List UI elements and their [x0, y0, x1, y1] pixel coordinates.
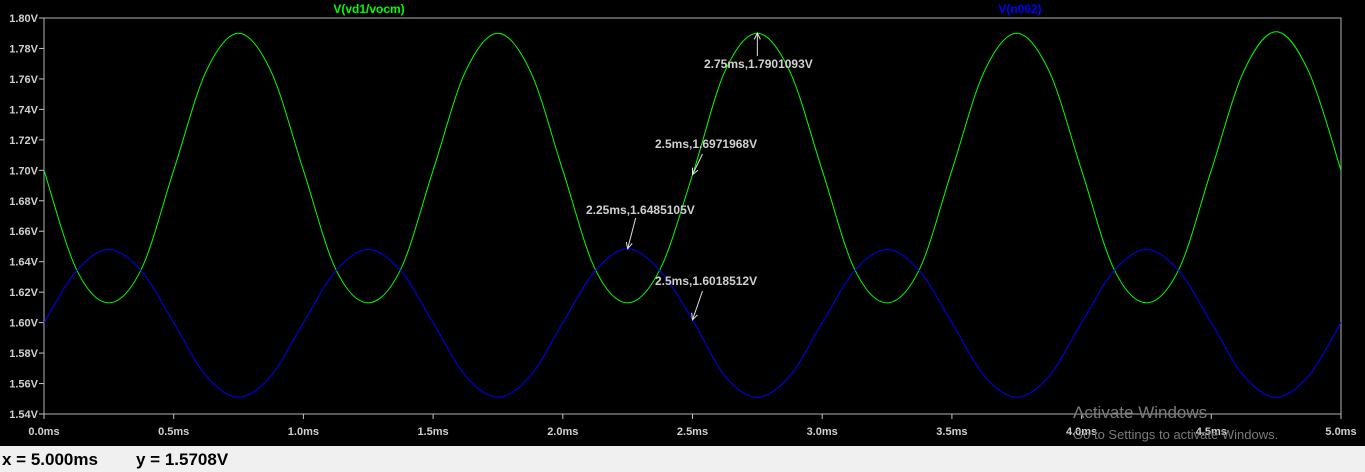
- annotation-arrow: [692, 153, 703, 175]
- status-bar: x = 5.000ms y = 1.5708V: [0, 446, 1365, 472]
- activation-watermark-title: Activate Windows: [1073, 403, 1208, 422]
- x-tick-label: 2.5ms: [677, 426, 708, 438]
- activation-watermark-subtitle: Go to Settings to activate Windows.: [1073, 427, 1279, 442]
- cursor-y-readout: y = 1.5708V: [136, 450, 229, 469]
- annotation-arrowhead: [691, 167, 699, 176]
- y-tick-label: 1.62V: [9, 287, 38, 299]
- series-line-vd1-vocm[interactable]: [43, 31, 1342, 304]
- annotation-arrow: [692, 290, 703, 320]
- y-tick-label: 1.58V: [9, 348, 38, 360]
- y-tick-label: 1.76V: [9, 74, 38, 86]
- y-tick-label: 1.70V: [9, 165, 38, 177]
- y-tick-label: 1.78V: [9, 43, 38, 55]
- x-tick-label: 0.5ms: [158, 426, 189, 438]
- y-tick-label: 1.74V: [9, 104, 38, 116]
- x-tick-label: 1.0ms: [288, 426, 319, 438]
- x-tick-label: 3.5ms: [936, 426, 967, 438]
- x-tick-label: 0.0ms: [28, 426, 59, 438]
- annotation-arrowhead: [753, 31, 761, 40]
- x-tick-label: 2.0ms: [547, 426, 578, 438]
- annotation-arrowhead: [625, 241, 633, 250]
- annotation-arrow: [627, 217, 637, 249]
- y-tick-label: 1.68V: [9, 196, 38, 208]
- x-tick-label: 3.0ms: [807, 426, 838, 438]
- series-line-n002[interactable]: [43, 248, 1342, 398]
- y-tick-label: 1.60V: [9, 318, 38, 330]
- y-tick-label: 1.66V: [9, 226, 38, 238]
- y-tick-label: 1.80V: [9, 13, 38, 25]
- data-label: 2.25ms,1.6485105V: [586, 203, 695, 217]
- annotation-arrowhead: [691, 312, 698, 321]
- y-tick-label: 1.56V: [9, 379, 38, 391]
- y-tick-label: 1.64V: [9, 257, 38, 269]
- legend-label: V(vd1/vocm): [333, 2, 404, 16]
- x-tick-label: 4.0ms: [1066, 426, 1097, 438]
- y-tick-label: 1.72V: [9, 135, 38, 147]
- data-label: 2.5ms,1.6971968V: [655, 137, 757, 151]
- x-tick-label: 1.5ms: [417, 426, 448, 438]
- cursor-x-readout: x = 5.000ms: [2, 450, 98, 469]
- data-label: 2.75ms,1.7901093V: [704, 57, 813, 71]
- legend-label: V(n002): [998, 2, 1041, 16]
- data-label: 2.5ms,1.6018512V: [655, 274, 757, 288]
- y-tick-label: 1.54V: [9, 409, 38, 421]
- x-tick-label: 5.0ms: [1325, 426, 1356, 438]
- waveform-plot[interactable]: 1.54V 1.56V 1.58V 1.60V 1.62V 1.64V 1.66V 1.68V…: [0, 0, 1365, 446]
- x-tick-label: 4.5ms: [1196, 426, 1227, 438]
